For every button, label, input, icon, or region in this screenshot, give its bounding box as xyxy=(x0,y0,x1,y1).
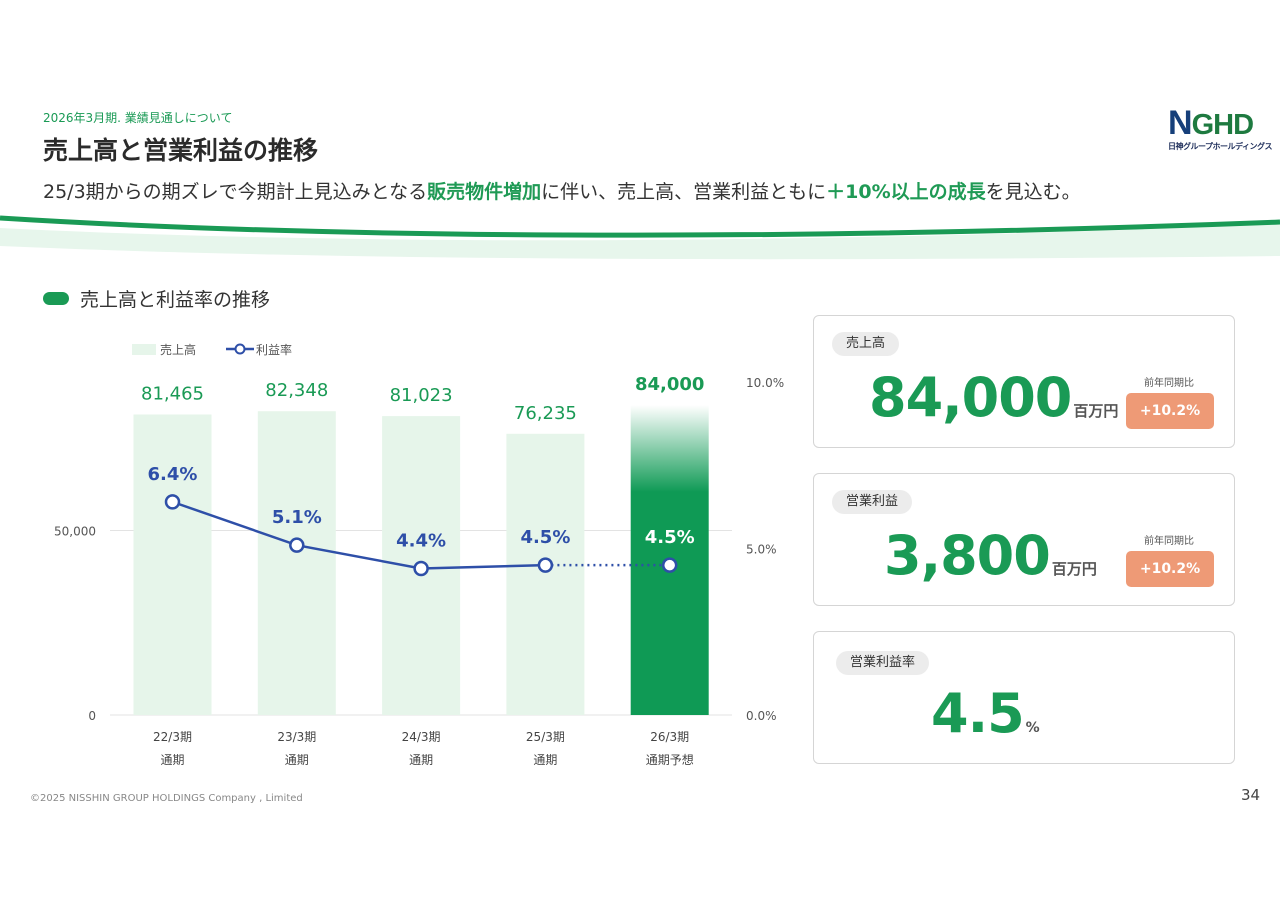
margin-line xyxy=(172,500,546,570)
kpi-label: 営業利益率 xyxy=(836,651,930,675)
page-subtitle: 25/3期からの期ズレで今期計上見込みとなる販売物件増加に伴い、売上高、営業利益… xyxy=(43,177,1081,204)
x-axis-tick-label: 通期 xyxy=(160,753,184,767)
margin-point xyxy=(164,494,181,510)
y-axis-left-tick-label: 50,000 xyxy=(54,525,96,539)
y-axis-left-tick-label: 0 xyxy=(88,709,96,723)
kpi-value: 84,000 xyxy=(869,366,1072,429)
legend-line-marker xyxy=(234,343,246,355)
x-axis-tick-label: 26/3期 xyxy=(650,730,689,744)
bar-value-label: 81,023 xyxy=(390,385,453,406)
section-marker-icon xyxy=(43,292,69,305)
margin-value-label: 4.5% xyxy=(645,527,695,548)
margin-value-label: 4.4% xyxy=(396,530,446,551)
margin-value-label: 4.5% xyxy=(520,527,570,548)
yoy-label: 前年同期比 xyxy=(1144,536,1194,547)
breadcrumb: 2026年3月期. 業績見通しについて xyxy=(43,111,233,125)
kpi-value-group: 4.5% xyxy=(931,684,1040,758)
kpi-value-group: 84,000 百万円 xyxy=(869,368,1118,441)
subtitle-part: 25/3期からの期ズレで今期計上見込みとなる xyxy=(43,181,428,203)
yoy-label: 前年同期比 xyxy=(1144,378,1194,389)
kpi-value: 3,800 xyxy=(884,524,1051,587)
kpi-card-operating-profit: 営業利益 3,800 百万円 前年同期比 +10.2% xyxy=(813,473,1235,606)
subtitle-part: に伴い、売上高、営業利益ともに xyxy=(541,181,827,203)
bar-value-label: 81,465 xyxy=(141,383,204,404)
bar xyxy=(133,414,212,715)
margin-point xyxy=(413,560,429,577)
y-axis-right-tick-label: 10.0% xyxy=(746,376,784,390)
margin-point xyxy=(661,557,678,573)
subtitle-highlight: 販売物件増加 xyxy=(427,181,542,203)
x-axis-tick-label: 通期 xyxy=(409,753,433,767)
legend-bar-swatch xyxy=(132,344,156,355)
yoy-badge: +10.2% xyxy=(1126,393,1214,429)
subtitle-highlight: ＋10%以上の成長 xyxy=(826,181,986,203)
margin-value-label: 5.1% xyxy=(272,507,322,528)
logo-subtext: 日神グループホールディングス xyxy=(1168,142,1272,151)
margin-point xyxy=(289,537,305,553)
x-axis-tick-label: 25/3期 xyxy=(526,730,565,744)
bar-value-label: 82,348 xyxy=(265,380,328,401)
kpi-label: 営業利益 xyxy=(832,490,913,514)
x-axis-tick-label: 24/3期 xyxy=(402,730,441,744)
bar xyxy=(506,433,585,715)
section-title: 売上高と利益率の推移 xyxy=(43,285,270,312)
x-axis-tick-label: 通期 xyxy=(285,753,309,767)
copyright: ©2025 NISSHIN GROUP HOLDINGS Company , L… xyxy=(30,793,303,804)
yoy-badge: +10.2% xyxy=(1126,551,1214,587)
kpi-card-operating-margin: 営業利益率 4.5% xyxy=(813,631,1235,764)
kpi-unit: % xyxy=(1025,720,1040,736)
x-axis-tick-label: 通期 xyxy=(533,753,557,767)
y-axis-right-tick-label: 0.0% xyxy=(746,709,777,723)
kpi-label: 売上高 xyxy=(832,332,900,356)
section-title-text: 売上高と利益率の推移 xyxy=(80,289,271,311)
page-title: 売上高と営業利益の推移 xyxy=(43,136,319,165)
company-logo: NGHD 日神グループホールディングス xyxy=(1168,104,1272,154)
logo-mark: NGHD xyxy=(1168,104,1254,142)
kpi-unit: 百万円 xyxy=(1051,560,1097,578)
margin-value-label: 6.4% xyxy=(148,464,198,485)
subtitle-part: を見込む。 xyxy=(985,181,1081,203)
y-axis-right-tick-label: 5.0% xyxy=(746,543,777,557)
header-swoosh xyxy=(0,215,1280,260)
legend-label: 利益率 xyxy=(256,342,292,357)
legend-label: 売上高 xyxy=(160,342,196,357)
bar-value-label: 76,235 xyxy=(514,403,577,424)
kpi-value-group: 3,800 百万円 xyxy=(884,526,1097,599)
kpi-unit: 百万円 xyxy=(1073,402,1119,420)
margin-point xyxy=(537,557,554,573)
x-axis-tick-label: 通期予想 xyxy=(646,752,694,767)
bar-value-label: 84,000 xyxy=(635,374,704,395)
bar xyxy=(257,411,336,715)
x-axis-tick-label: 22/3期 xyxy=(153,730,192,744)
x-axis-tick-label: 23/3期 xyxy=(277,730,316,744)
page-number: 34 xyxy=(1241,786,1261,804)
sales-margin-chart: 0 50,000 0.0% 5.0% 10.0% 81,465 82,348 81,023 76… xyxy=(54,342,784,767)
kpi-value: 4.5 xyxy=(931,682,1025,745)
kpi-card-sales: 売上高 84,000 百万円 前年同期比 +10.2% xyxy=(813,315,1235,448)
